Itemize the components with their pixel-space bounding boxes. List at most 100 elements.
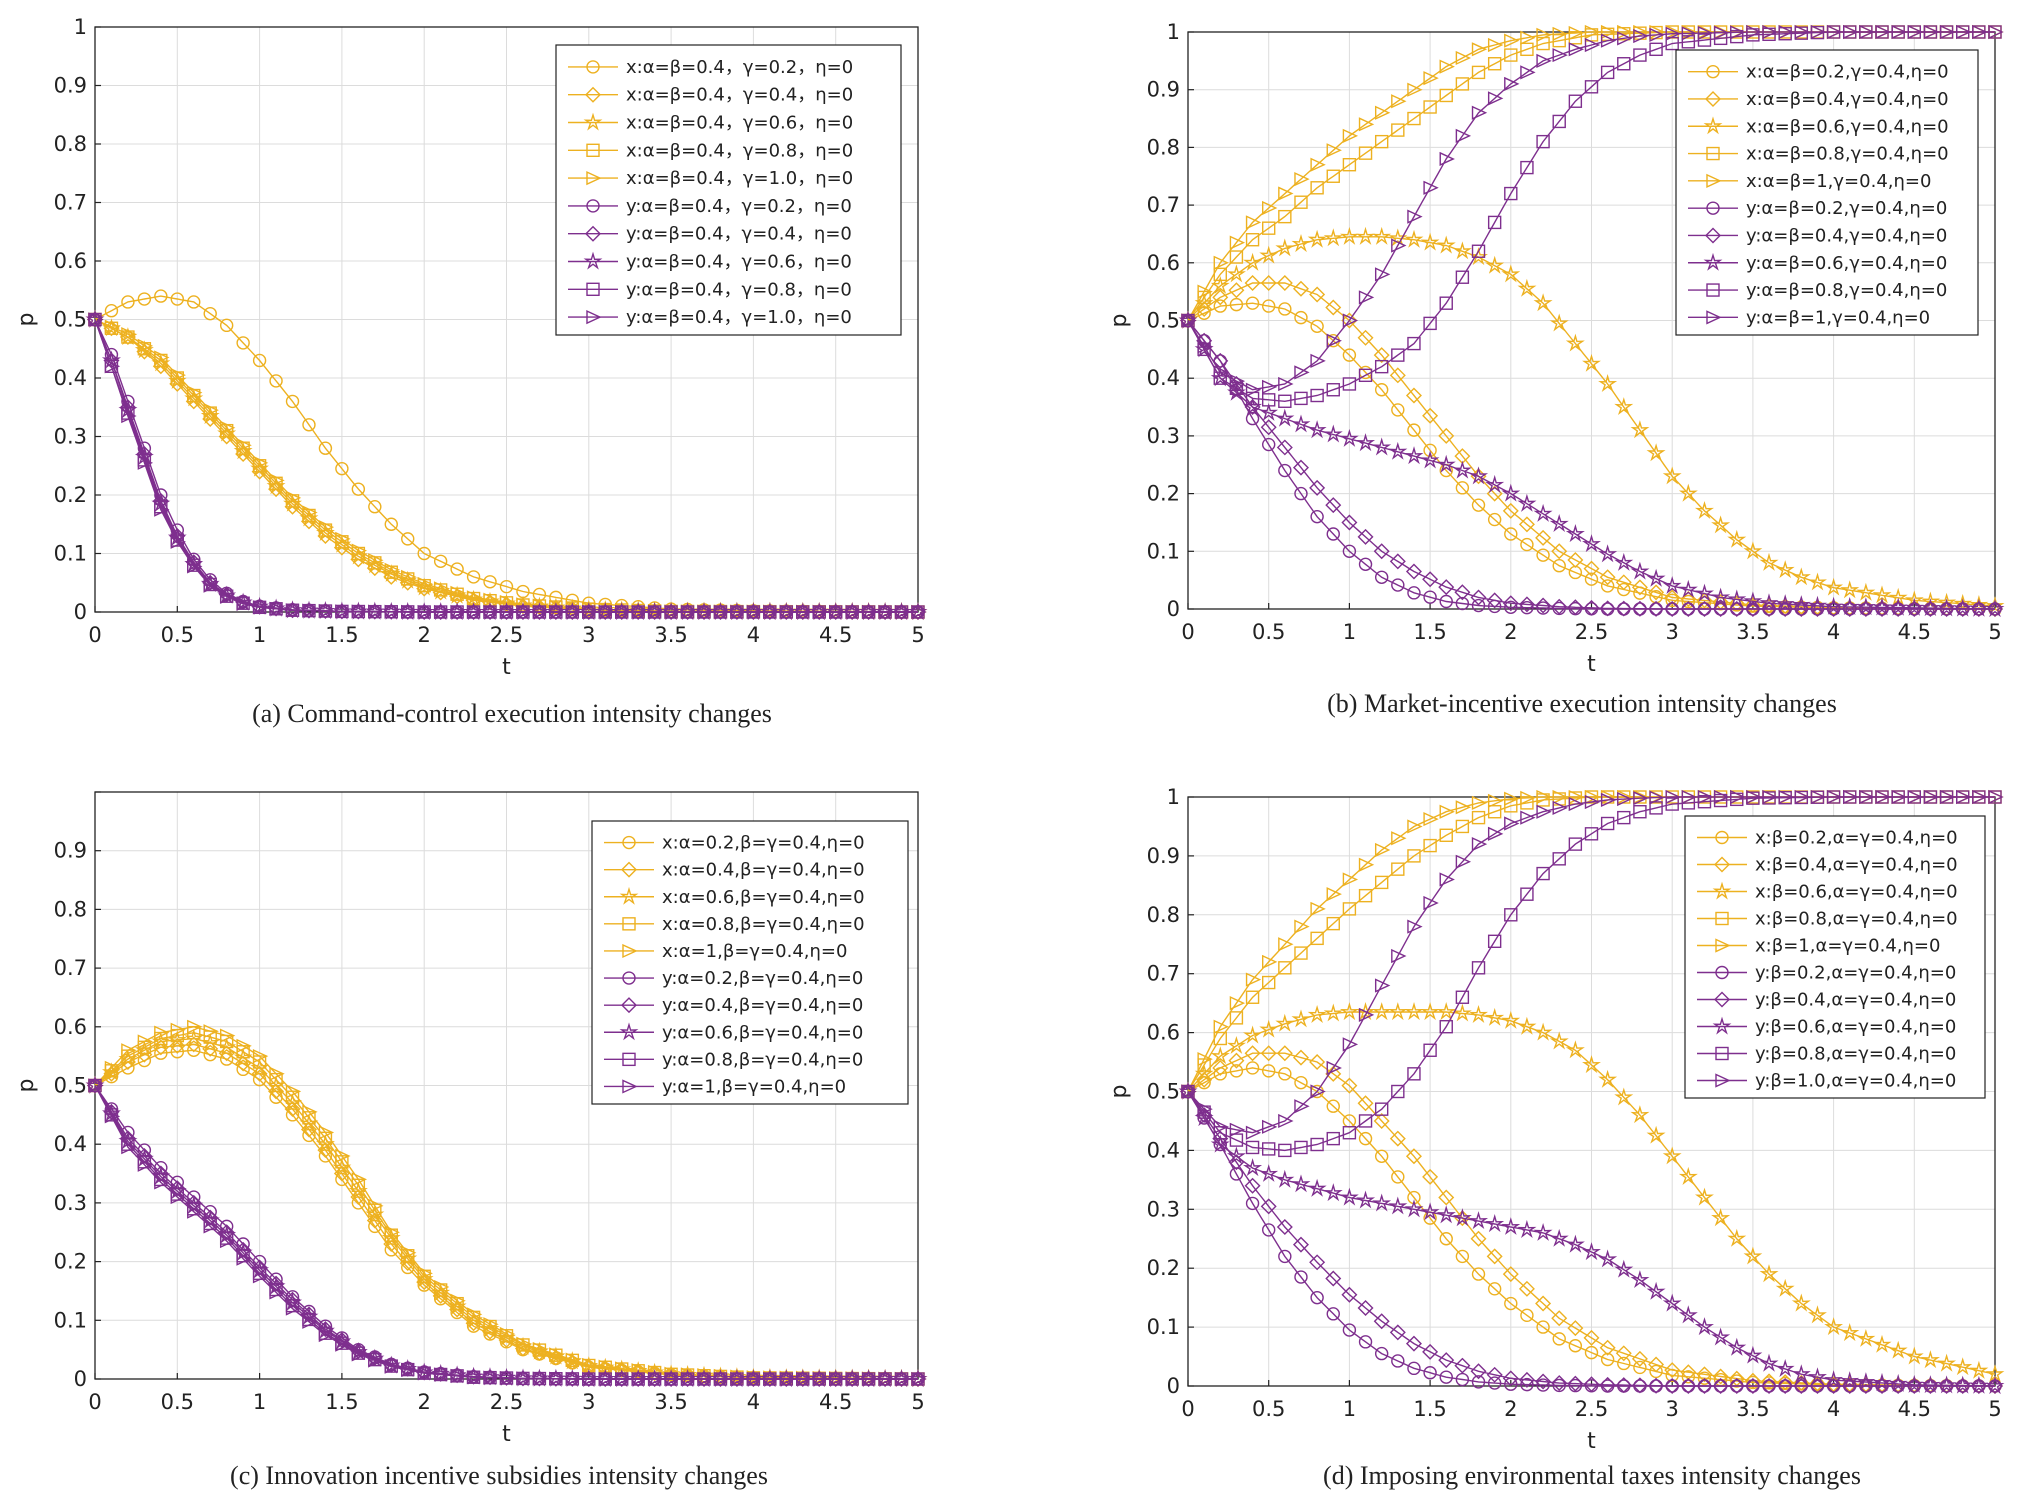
data-point [1937,1375,1957,1394]
data-point [1630,561,1650,580]
data-point [417,604,433,620]
data-point [1600,1352,1615,1367]
data-point [1486,1366,1503,1383]
data-point [1310,1084,1326,1099]
data-point [1310,931,1324,946]
data-point [480,1367,500,1386]
data-point [384,517,398,531]
data-point [1407,336,1421,351]
data-point [401,532,415,546]
data-point [1438,1189,1455,1206]
data-point [746,604,763,620]
data-point [1841,1378,1858,1394]
data-point [1549,1228,1569,1247]
legend-item: y:β=0.2,α=γ=0.4,η=0 [1697,963,1956,984]
data-point [829,604,845,620]
data-point [1907,24,1923,40]
y-tick-label: 0.1 [1147,1315,1180,1339]
legend-item: y:α=β=0.4，γ=1.0，η=0 [568,307,852,328]
data-point [1600,792,1617,808]
x-tick-label: 4 [747,1390,760,1414]
data-point [1407,1361,1421,1376]
data-point [1533,293,1553,312]
y-tick-label: 0.7 [1147,962,1180,986]
data-point [1775,594,1795,613]
data-point [1759,552,1779,571]
data-point [104,1060,121,1075]
data-point [1339,1002,1359,1021]
data-point [251,463,268,480]
data-point [1856,1328,1876,1347]
data-point [1278,1249,1292,1264]
data-point [1436,1205,1456,1224]
y-tick-label: 0.5 [54,308,87,332]
x-tick-label: 1 [1343,620,1356,644]
data-point [1229,297,1244,312]
data-point [1358,1131,1373,1146]
data-point [1565,333,1585,352]
y-tick-label: 0.7 [54,956,87,980]
y-tick-label: 0.8 [1147,135,1180,159]
data-point [1487,1376,1502,1390]
data-point [1341,1077,1358,1094]
data-point [1389,1324,1406,1341]
data-point [433,581,450,596]
data-point [1357,1299,1374,1316]
x-tick-label: 4 [747,623,760,647]
data-point [1744,596,1761,613]
y-tick-label: 1 [1167,785,1180,809]
data-point [1276,439,1293,456]
data-point [1452,1208,1472,1227]
data-point [1245,1061,1260,1075]
data-point [1294,195,1308,209]
data-point [1407,82,1423,97]
data-point [894,1371,911,1387]
data-point [1681,1370,1696,1384]
legend-item: x:α=β=0.4，γ=0.6，η=0 [568,113,853,134]
data-point [1536,601,1550,615]
data-point [1455,854,1472,869]
data-point [1888,1373,1908,1392]
data-point [1291,414,1311,433]
data-point [1326,1060,1342,1076]
data-point [137,292,152,306]
data-point [219,589,236,604]
legend-label: x:α=β=0.2,γ=0.4,η=0 [1746,62,1949,83]
data-point [1617,582,1631,597]
data-point [1325,1270,1342,1287]
data-point [318,603,335,619]
data-point [1810,24,1827,40]
data-point [1485,255,1505,274]
series-line [1187,320,1995,610]
data-point [1824,1317,1844,1336]
data-point [1310,157,1326,172]
data-point [1469,1211,1489,1230]
data-point [101,1062,121,1081]
data-point [796,1371,812,1387]
data-point [1212,1059,1229,1076]
data-point [1791,595,1811,613]
y-tick-label: 0.9 [54,74,87,98]
data-point [1649,27,1665,42]
data-point [1549,313,1569,332]
data-point [1504,48,1518,62]
data-point [1988,24,2004,40]
data-point [1808,595,1827,614]
chart-panel-c: 0 0.5 1 1.5 2 2.5 3 3.5 4 4.5 5 0 0.1 0.2 0.3 0.4 0.5 0.6… [14,791,928,1490]
data-point [1777,1374,1794,1391]
data-point [1520,810,1536,825]
data-point [1711,515,1731,534]
data-point [1197,339,1213,354]
legend-label: x:α=1,β=γ=0.4,η=0 [662,941,847,962]
data-point [1631,1377,1648,1394]
data-point [1310,509,1324,524]
data-point [1584,827,1599,841]
data-point [1325,299,1342,316]
data-point [1662,575,1682,594]
x-tick-label: 0.5 [161,623,194,647]
data-point [1536,548,1550,562]
data-point [1470,589,1487,606]
data-point [335,1148,351,1164]
data-point [1342,158,1357,172]
data-point [1422,1343,1439,1360]
